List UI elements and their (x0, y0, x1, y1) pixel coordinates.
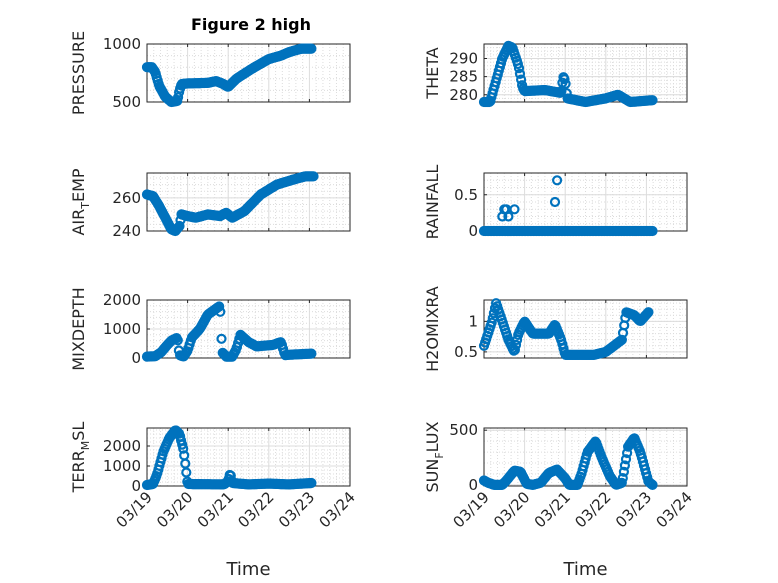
data-point (503, 211, 514, 222)
subplot-mixdepth: 0 1000 2000 MIXDEPTH (69, 287, 351, 371)
subplot-h2omixra: 0.5 1 H2OMIXRA (423, 286, 688, 372)
data-point (215, 306, 226, 317)
y-tick-label: 285 (449, 68, 478, 86)
axes-border (483, 427, 688, 487)
data-point (617, 473, 628, 484)
y-tick-label: 0 (131, 349, 141, 367)
x-axis-label: Time (562, 559, 607, 580)
data-point (616, 477, 627, 488)
data-point (173, 92, 184, 103)
subplot-terr_msl: 03/1903/2003/2103/2203/2303/24010002000T… (69, 422, 359, 580)
y-tick-label: 0 (131, 477, 141, 495)
data-point (174, 220, 185, 232)
data-point (509, 204, 520, 215)
y-tick-label: 500 (449, 421, 478, 439)
y-tick-label: 0 (468, 222, 478, 240)
y-tick-label: 290 (449, 50, 478, 68)
y-axis-label: MIXDEPTH (69, 287, 88, 370)
x-tick-label: 03/21 (531, 488, 574, 531)
axes-border (146, 172, 351, 232)
x-axis-label: Time (225, 559, 270, 580)
y-tick-label: 260 (112, 189, 141, 207)
data-point (514, 68, 526, 80)
data-point (306, 477, 317, 489)
y-tick-label: 1 (468, 312, 478, 330)
x-tick-label: 03/22 (571, 488, 614, 531)
data-point (618, 466, 630, 477)
y-tick-label: 240 (112, 222, 141, 240)
y-tick-label: 1000 (103, 320, 141, 338)
x-tick-label: 03/20 (153, 488, 196, 531)
data-point (515, 74, 527, 85)
subplot-air_temp: 240 260 AIRTEMP (69, 168, 351, 240)
data-point (559, 73, 570, 85)
data-point (306, 348, 317, 359)
x-tick-label: 03/23 (612, 488, 655, 531)
y-tick-label: 2000 (103, 291, 141, 309)
y-axis-label: TERRMSL (69, 422, 92, 494)
data-point (549, 196, 561, 208)
x-tick-label: 03/22 (234, 488, 277, 531)
axes-border (146, 43, 351, 103)
y-tick-label: 500 (112, 93, 141, 111)
y-tick-label: 1000 (103, 35, 141, 53)
y-axis-label: PRESSURE (69, 31, 88, 115)
axes-border (146, 299, 351, 359)
figure-title: Figure 2 high (191, 15, 311, 34)
data-point (647, 95, 658, 106)
data-point (509, 344, 521, 355)
data-point (172, 335, 183, 346)
data-point (643, 307, 654, 318)
data-point (619, 460, 631, 471)
y-tick-label: 2000 (103, 437, 141, 455)
data-point (512, 58, 524, 70)
y-axis-label: AIRTEMP (69, 168, 92, 235)
subplot-pressure: 500 1000 PRESSURE (69, 31, 351, 115)
y-axis-label: THETA (423, 47, 442, 99)
data-point (551, 175, 563, 186)
y-tick-label: 0.5 (454, 186, 478, 204)
data-point (510, 339, 522, 350)
y-axis-label: RAINFALL (423, 165, 442, 240)
data-point (214, 301, 225, 312)
data-point (647, 479, 658, 490)
data-point (306, 43, 317, 54)
subplot-rainfall: 0 0.5 RAINFALL (423, 165, 688, 240)
y-tick-label: 0 (468, 476, 478, 494)
x-tick-label: 03/23 (275, 488, 318, 531)
x-tick-label: 03/24 (653, 488, 696, 531)
data-point (560, 78, 571, 89)
data-point (181, 467, 192, 478)
y-axis-label: SUNFLUX (423, 421, 446, 492)
x-tick-label: 03/21 (194, 488, 237, 531)
x-tick-label: 03/19 (450, 488, 493, 531)
y-tick-label: 1000 (103, 457, 141, 475)
data-point (620, 454, 632, 465)
y-axis-label: H2OMIXRA (423, 286, 442, 372)
data-point (513, 63, 525, 74)
y-tick-label: 280 (449, 86, 478, 104)
x-tick-label: 03/20 (490, 488, 533, 531)
data-point (486, 317, 497, 328)
x-tick-label: 03/24 (316, 488, 359, 531)
data-point (216, 333, 227, 344)
y-tick-label: 0.5 (454, 343, 478, 361)
data-point (647, 225, 658, 237)
data-point (308, 171, 319, 182)
